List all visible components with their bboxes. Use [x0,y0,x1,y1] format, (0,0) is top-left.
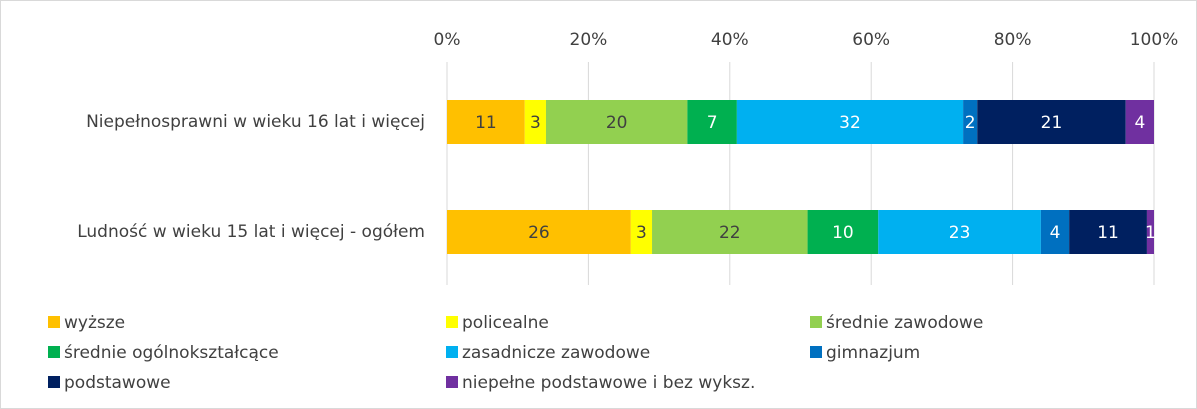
data-label: 22 [719,223,741,243]
legend-swatch [48,376,60,388]
data-label: 3 [636,223,647,243]
legend-swatch [48,316,60,328]
bar-segment [447,210,631,254]
legend-label: niepełne podstawowe i bez wyksz. [462,373,755,393]
bar-segment [878,210,1041,254]
bar-segment [447,100,525,144]
data-label: 11 [475,113,497,133]
data-label: 2 [965,113,976,133]
category-label: Ludność w wieku 15 lat i więcej - ogółem [77,222,425,242]
legend-swatch [810,346,822,358]
data-label: 20 [606,113,628,133]
legend-swatch [446,316,458,328]
x-tick-label: 40% [711,30,749,50]
x-tick-label: 20% [570,30,608,50]
category-label: Niepełnosprawni w wieku 16 lat i więcej [86,112,425,132]
bar-segment [652,210,808,254]
legend-label: gimnazjum [826,343,920,363]
data-label: 11 [1097,223,1119,243]
bar-segment [630,210,653,254]
legend-swatch [446,346,458,358]
legend-swatch [810,316,822,328]
bar-segment [1125,100,1154,144]
bar-segment [736,100,964,144]
data-label: 32 [839,113,861,133]
bar-segment [687,100,737,144]
bar-segment [1146,210,1154,254]
data-label: 21 [1041,113,1063,133]
legend-label: średnie ogólnokształcące [64,343,279,363]
legend-label: policealne [462,313,549,333]
legend-label: średnie zawodowe [826,313,983,333]
bar-segment [545,100,688,144]
bar-segment [524,100,546,144]
bar-segment [1040,210,1070,254]
legend-label: podstawowe [64,373,171,393]
bar-segment [977,100,1126,144]
data-label: 7 [707,113,718,133]
data-label: 3 [530,113,541,133]
bar-segment [807,210,879,254]
legend-label: wyższe [64,313,125,333]
data-label: 26 [528,223,550,243]
x-tick-label: 60% [852,30,890,50]
legend-swatch [48,346,60,358]
data-label: 4 [1050,223,1061,243]
data-label: 4 [1134,113,1145,133]
data-label: 1 [1145,223,1156,243]
data-label: 10 [832,223,854,243]
bar-segment [963,100,978,144]
x-tick-label: 0% [434,30,461,50]
data-label: 23 [949,223,971,243]
x-tick-label: 80% [994,30,1032,50]
x-tick-label: 100% [1130,30,1179,50]
legend-label: zasadnicze zawodowe [462,343,650,363]
bar-segment [1069,210,1147,254]
legend-swatch [446,376,458,388]
